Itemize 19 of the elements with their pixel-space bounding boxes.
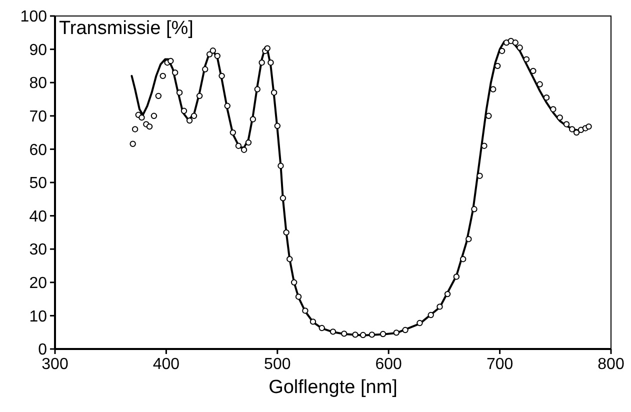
x-tick-label: 600 <box>375 356 402 373</box>
y-tick-label: 30 <box>29 242 48 259</box>
y-tick-label: 50 <box>29 175 48 192</box>
x-axis-title: Golflengte [nm] <box>268 377 398 398</box>
y-tick-label: 100 <box>20 8 48 26</box>
y-tick-label: 0 <box>38 342 48 359</box>
x-tick-label: 400 <box>152 356 180 373</box>
y-tick-label: 80 <box>29 75 48 92</box>
y-tick-label: 90 <box>29 42 48 59</box>
y-tick-label: 60 <box>29 142 48 159</box>
x-tick-label: 300 <box>42 356 68 373</box>
y-axis-title: Transmissie [%] <box>59 18 194 39</box>
y-tick-label: 20 <box>29 275 48 292</box>
y-tick-label: 40 <box>29 208 48 226</box>
y-tick-label: 70 <box>29 108 48 126</box>
y-tick-label: 10 <box>29 308 48 326</box>
x-tick-label: 800 <box>598 356 624 373</box>
x-tick-label: 700 <box>486 356 514 373</box>
x-tick-label: 500 <box>264 356 291 373</box>
